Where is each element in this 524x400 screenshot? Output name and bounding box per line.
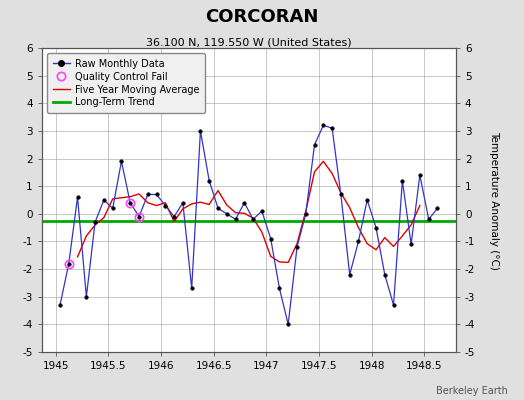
Text: CORCORAN: CORCORAN: [205, 8, 319, 26]
Text: Berkeley Earth: Berkeley Earth: [436, 386, 508, 396]
Y-axis label: Temperature Anomaly (°C): Temperature Anomaly (°C): [489, 130, 499, 270]
Title: 36.100 N, 119.550 W (United States): 36.100 N, 119.550 W (United States): [146, 37, 352, 47]
Legend: Raw Monthly Data, Quality Control Fail, Five Year Moving Average, Long-Term Tren: Raw Monthly Data, Quality Control Fail, …: [47, 53, 205, 113]
